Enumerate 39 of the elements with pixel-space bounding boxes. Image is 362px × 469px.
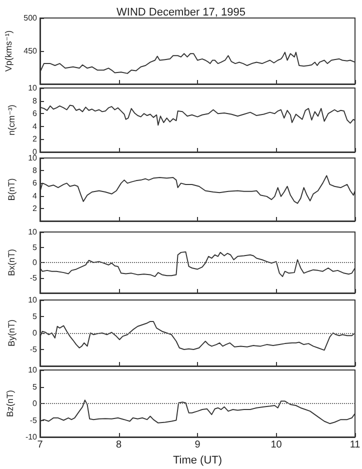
y-tick-label: 450 <box>24 46 38 56</box>
x-tick-label: 7 <box>37 440 44 450</box>
x-tick-label: 9 <box>194 440 201 450</box>
y-tick-label: 10 <box>28 366 38 374</box>
x-tick-label: 8 <box>116 440 122 450</box>
x-axis-title: Time (UT) <box>172 454 222 466</box>
y-axis-title: Vp(kms⁻¹) <box>3 30 14 72</box>
y-tick-label: 5 <box>32 242 38 252</box>
y-tick-label: 8 <box>32 96 38 106</box>
y-axis-title: Bz(nT) <box>5 390 16 417</box>
y-tick-label: 5 <box>32 312 38 321</box>
y-tick-label: 10 <box>28 228 38 236</box>
y-tick-label: 2 <box>32 204 38 213</box>
y-tick-label: 4 <box>32 122 38 131</box>
y-tick-label: 4 <box>32 191 38 200</box>
x-tick-label: 10 <box>270 440 282 450</box>
y-tick-label: 10 <box>28 154 38 162</box>
y-tick-label: 2 <box>32 134 38 144</box>
y-tick-label: 8 <box>32 166 38 176</box>
y-tick-label: 6 <box>32 178 38 188</box>
y-tick-label: -10 <box>25 432 38 442</box>
y-tick-label: 0 <box>32 399 38 408</box>
x-tick-label: 11 <box>350 440 361 450</box>
y-tick-label: 6 <box>32 109 38 118</box>
y-tick-label: 10 <box>28 84 38 92</box>
y-tick-label: 5 <box>32 382 38 392</box>
y-tick-label: 0 <box>32 258 38 267</box>
y-tick-label: 0 <box>32 148 38 156</box>
y-tick-label: 10 <box>28 296 38 304</box>
y-axis-title: By(nT) <box>6 319 16 346</box>
y-axis-title: n(cm⁻³) <box>6 104 16 136</box>
y-tick-label: -5 <box>30 345 38 354</box>
y-axis-title: B(nT) <box>6 178 16 201</box>
y-tick-label: 0 <box>32 328 38 338</box>
chart-title: WIND December 17, 1995 <box>116 6 246 18</box>
y-tick-label: -5 <box>30 416 38 425</box>
y-tick-label: -5 <box>30 273 38 282</box>
y-tick-label: 500 <box>24 14 38 22</box>
y-axis-title: Bx(nT) <box>6 248 16 276</box>
